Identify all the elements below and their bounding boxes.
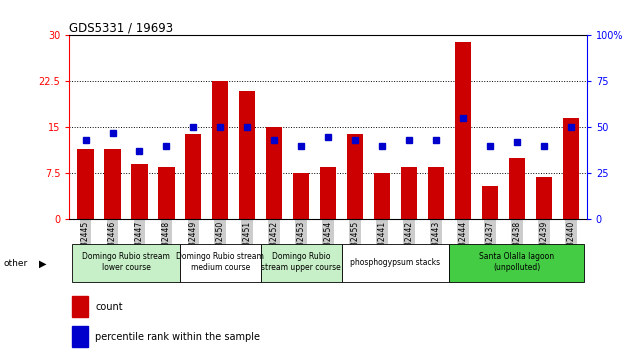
Bar (239, 91, 256, 219)
Bar (72, 244, 180, 282)
Text: percentile rank within the sample: percentile rank within the sample (95, 332, 260, 342)
Bar (374, 173, 390, 219)
Bar (72, 326, 88, 348)
Bar (158, 167, 175, 219)
Bar (212, 81, 228, 219)
Bar (536, 177, 551, 219)
Text: phosphogypsum stacks: phosphogypsum stacks (350, 257, 440, 267)
Bar (481, 186, 498, 219)
Bar (563, 118, 579, 219)
Text: GDS5331 / 19693: GDS5331 / 19693 (69, 21, 174, 34)
Bar (293, 173, 309, 219)
Bar (455, 41, 471, 219)
Bar (449, 244, 584, 282)
Text: count: count (95, 302, 123, 312)
Bar (509, 158, 525, 219)
Bar (320, 167, 336, 219)
Bar (428, 167, 444, 219)
Bar (347, 133, 363, 219)
Bar (261, 244, 341, 282)
Bar (72, 296, 88, 317)
Text: Domingo Rubio stream
medium course: Domingo Rubio stream medium course (177, 252, 264, 272)
Bar (78, 149, 93, 219)
Bar (131, 164, 148, 219)
Text: Domingo Rubio stream
lower course: Domingo Rubio stream lower course (82, 252, 170, 272)
Bar (401, 167, 417, 219)
Text: other: other (3, 259, 27, 268)
Bar (186, 133, 201, 219)
Bar (341, 244, 449, 282)
Text: ▶: ▶ (39, 259, 47, 269)
Bar (105, 149, 121, 219)
Bar (180, 244, 261, 282)
Text: Santa Olalla lagoon
(unpolluted): Santa Olalla lagoon (unpolluted) (479, 252, 554, 272)
Bar (266, 127, 282, 219)
Text: Domingo Rubio
stream upper course: Domingo Rubio stream upper course (261, 252, 341, 272)
